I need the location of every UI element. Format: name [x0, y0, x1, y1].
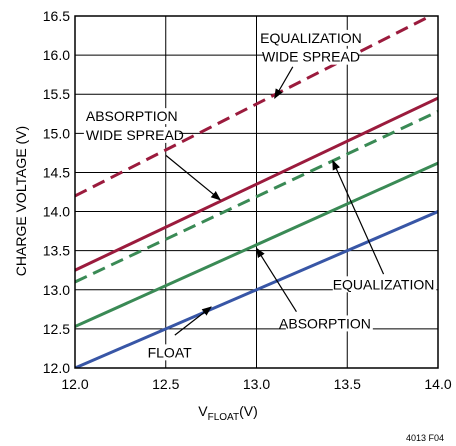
- annotation-bg-absorption-wide-spread: [83, 126, 180, 143]
- y-tick-label: 14.5: [43, 164, 70, 180]
- series-line-equalization-wide-spread: [75, 16, 434, 198]
- annotation-absorption-wide-spread: ABSORPTION: [86, 108, 178, 124]
- arrow-float: [174, 306, 212, 336]
- y-tick-label: 13.0: [43, 282, 70, 298]
- annotation-bg-float: [145, 344, 192, 361]
- annotation-bg-equalization-wide-spread: [263, 48, 359, 65]
- y-axis-label: CHARGE VOLTAGE (V): [13, 126, 29, 276]
- y-tick-label: 16.0: [43, 47, 70, 63]
- plot-frame: [74, 15, 439, 369]
- grid: [74, 15, 439, 369]
- x-tick-label: 14.0: [424, 376, 451, 392]
- x-axis-label-unit: (V): [239, 403, 258, 419]
- x-axis-label: VFLOAT(V): [198, 403, 258, 423]
- arrow-absorption-wide-spread: [165, 154, 221, 201]
- annotation-equalization-wide-spread: EQUALIZATION: [260, 30, 362, 46]
- annotation-equalization: EQUALIZATION: [333, 276, 435, 292]
- figure-code: 4013 F04: [406, 433, 444, 443]
- x-axis-label-main: V: [198, 403, 208, 419]
- x-tick-label: 12.5: [152, 376, 179, 392]
- y-tick-label: 14.0: [43, 204, 70, 220]
- tick-labels: 12.0 12.5 13.0 13.5 14.0 12.0 12.5 13.0 13.5 14.0…: [43, 8, 452, 392]
- annotation-float: FLOAT: [148, 344, 193, 360]
- series-line-equalization: [75, 110, 438, 284]
- x-tick-label: 12.0: [61, 376, 88, 392]
- y-tick-label: 13.5: [43, 243, 70, 259]
- y-tick-label: 12.0: [43, 360, 70, 376]
- series-line-float: [75, 210, 438, 368]
- annotation-bg-equalization: [332, 276, 437, 293]
- annotations: EQUALIZATION WIDE SPREAD ABSORPTION WIDE SP…: [83, 29, 437, 361]
- arrow-equalization: [332, 159, 385, 275]
- arrow-absorption: [255, 247, 297, 312]
- y-tick-label: 15.0: [43, 125, 70, 141]
- series-line-absorption: [75, 161, 438, 328]
- annotation-bg-absorption-wide-spread: [83, 108, 171, 125]
- annotation-absorption-wide-spread: WIDE SPREAD: [86, 127, 184, 143]
- series-line-absorption-wide-spread: [75, 96, 438, 272]
- x-axis-label-subscript: FLOAT: [208, 412, 239, 423]
- y-tick-label: 12.5: [43, 321, 70, 337]
- arrow-equalization-wide-spread: [274, 66, 294, 99]
- series-lines: [75, 16, 438, 368]
- annotation-bg-equalization-wide-spread: [259, 29, 363, 46]
- y-tick-label: 16.5: [43, 8, 70, 24]
- x-tick-label: 13.5: [334, 376, 361, 392]
- y-tick-label: 15.5: [43, 86, 70, 102]
- annotation-bg-absorption: [285, 315, 373, 332]
- x-tick-label: 13.0: [243, 376, 270, 392]
- annotation-equalization-wide-spread: WIDE SPREAD: [262, 49, 360, 65]
- annotation-absorption: ABSORPTION: [279, 315, 371, 331]
